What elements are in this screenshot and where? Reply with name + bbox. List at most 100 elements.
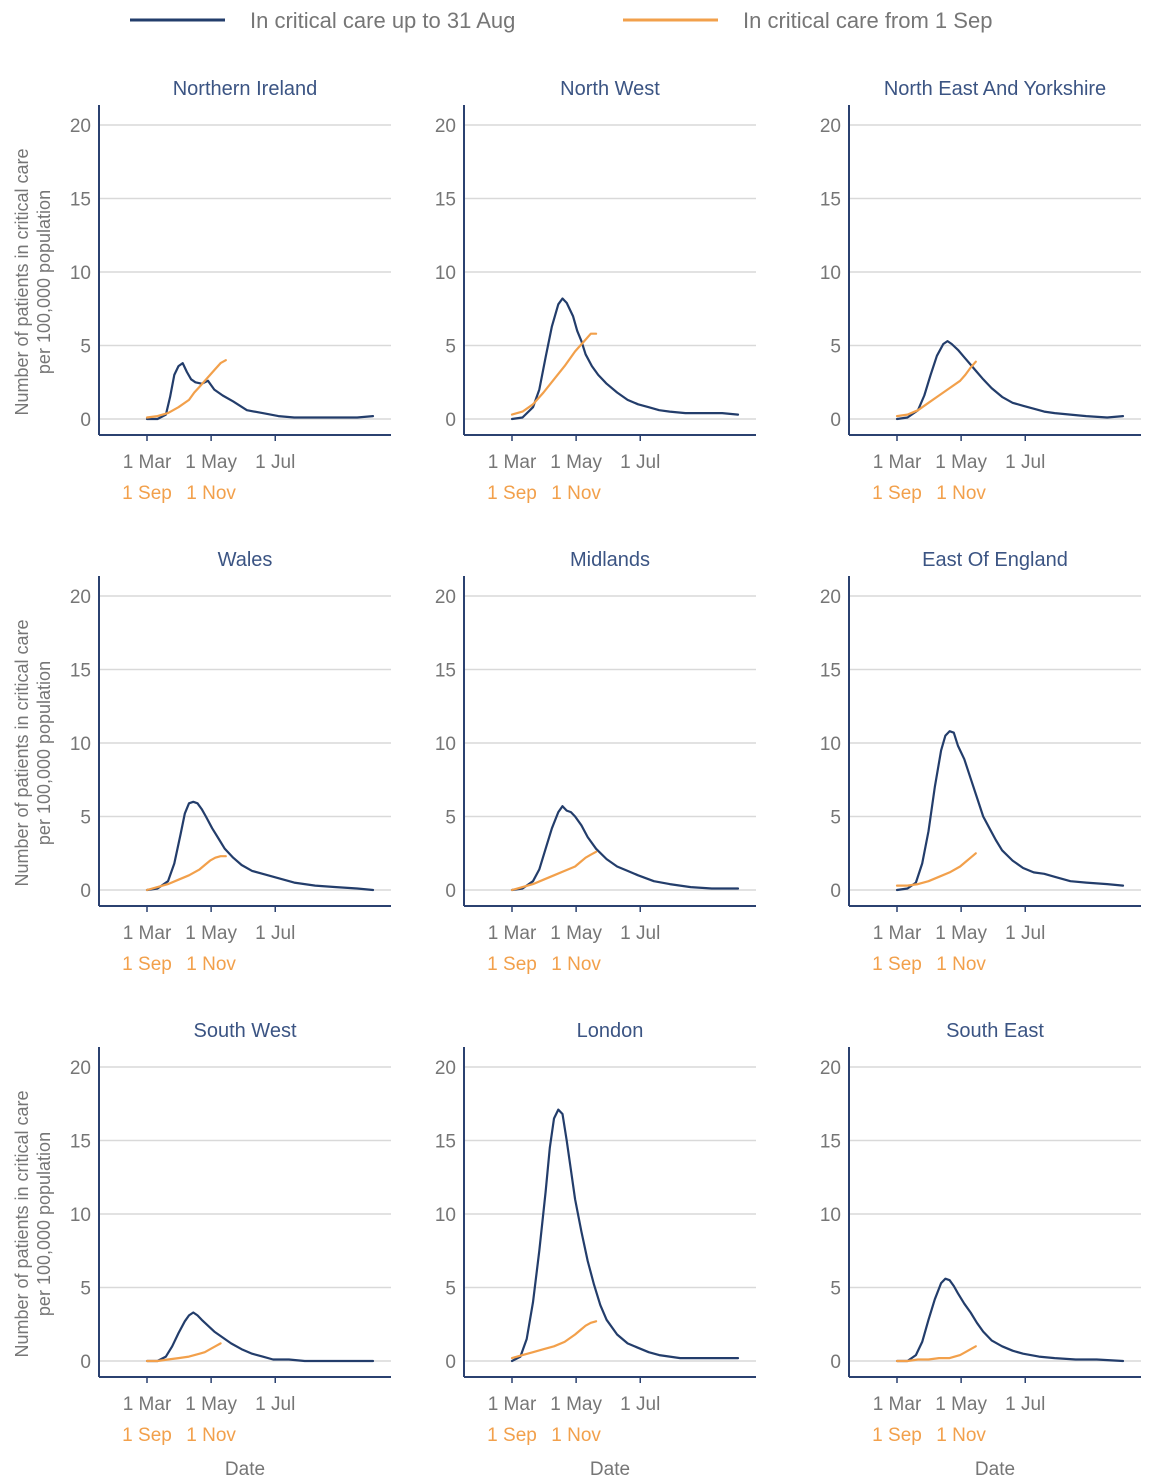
panel-midlands: Midlands 0 5 10 15 20 1 Mar 1 May 1 Jul 1 Sep 1 No…: [435, 549, 756, 975]
series-line-before: [145, 800, 375, 892]
y-tick-label: 0: [830, 1352, 841, 1373]
series-line-before: [510, 805, 740, 892]
small-multiples-grid: Northern Ireland 0 5 10 15 20 1 Mar 1 May 1 Jul 1…: [12, 78, 1141, 1479]
x-tick-label-after: 1 Sep: [122, 1425, 172, 1446]
panel-title: South West: [193, 1020, 296, 1042]
y-tick-label: 0: [445, 881, 456, 902]
x-tick-label-before: 1 Jul: [255, 1394, 295, 1415]
panel-title: Midlands: [570, 549, 650, 571]
y-axis-title-line2: per 100,000 population: [34, 1132, 54, 1316]
x-tick-label-after: 1 Nov: [936, 954, 986, 975]
y-tick-label: 15: [820, 1132, 841, 1153]
y-tick-label: 5: [80, 337, 91, 358]
x-tick-label-before: 1 May: [185, 452, 237, 473]
panel-london: London 0 5 10 15 20 1 Mar 1 May 1 Jul 1 Sep 1 Nov D…: [435, 1020, 756, 1479]
y-tick-label: 20: [435, 587, 456, 608]
y-tick-label: 5: [80, 808, 91, 829]
legend-label-after: In critical care from 1 Sep: [743, 8, 992, 33]
x-tick-label-before: 1 May: [550, 923, 602, 944]
panel-title: North East And Yorkshire: [884, 78, 1106, 100]
series-line-after: [510, 850, 598, 892]
y-tick-label: 5: [445, 808, 456, 829]
series-line-before: [145, 1311, 375, 1363]
x-tick-label-before: 1 Jul: [1005, 1394, 1045, 1415]
panel-title: Wales: [218, 549, 273, 571]
series-line-before: [895, 1277, 1125, 1363]
panel-south-west: South West 0 5 10 15 20 1 Mar 1 May 1 Jul 1 Sep 1 …: [12, 1020, 391, 1479]
series-line-before: [510, 297, 740, 421]
panel-wales: Wales 0 5 10 15 20 1 Mar 1 May 1 Jul 1 Sep 1 Nov Nu…: [12, 549, 391, 975]
x-tick-label-after: 1 Sep: [487, 954, 537, 975]
y-tick-label: 0: [80, 1352, 91, 1373]
x-tick-label-after: 1 Nov: [936, 483, 986, 504]
series-line-before: [510, 1108, 740, 1363]
y-tick-label: 20: [820, 587, 841, 608]
y-tick-label: 15: [70, 661, 91, 682]
y-axis-title-line2: per 100,000 population: [34, 190, 54, 374]
y-tick-label: 20: [820, 1058, 841, 1079]
x-tick-label-before: 1 Mar: [123, 923, 172, 944]
y-tick-label: 10: [435, 734, 456, 755]
y-tick-label: 5: [445, 1279, 456, 1300]
y-tick-label: 20: [70, 1058, 91, 1079]
x-tick-label-after: 1 Sep: [122, 954, 172, 975]
y-tick-label: 15: [435, 661, 456, 682]
y-tick-label: 10: [70, 263, 91, 284]
series-line-after: [145, 1342, 222, 1363]
x-tick-label-after: 1 Nov: [936, 1425, 986, 1446]
panel-title: North West: [560, 78, 660, 100]
x-tick-label-after: 1 Sep: [487, 483, 537, 504]
y-tick-label: 0: [830, 881, 841, 902]
y-tick-label: 20: [435, 1058, 456, 1079]
x-tick-label-before: 1 May: [550, 452, 602, 473]
y-tick-label: 0: [830, 410, 841, 431]
x-tick-label-after: 1 Sep: [487, 1425, 537, 1446]
y-tick-label: 15: [435, 1132, 456, 1153]
y-tick-label: 10: [820, 263, 841, 284]
series-line-after: [510, 1320, 598, 1360]
x-tick-label-before: 1 Mar: [873, 452, 922, 473]
chart-legend: In critical care up to 31 Aug In critica…: [130, 8, 992, 33]
x-tick-label-after: 1 Nov: [186, 954, 236, 975]
x-tick-label-before: 1 Mar: [488, 923, 537, 944]
x-axis-title: Date: [225, 1459, 265, 1479]
x-tick-label-before: 1 Jul: [1005, 452, 1045, 473]
x-tick-label-before: 1 May: [185, 923, 237, 944]
y-tick-label: 5: [830, 337, 841, 358]
x-tick-label-before: 1 May: [935, 923, 987, 944]
x-tick-label-before: 1 May: [550, 1394, 602, 1415]
y-tick-label: 10: [435, 1205, 456, 1226]
x-tick-label-after: 1 Sep: [872, 1425, 922, 1446]
series-line-after: [145, 359, 227, 419]
x-axis-title: Date: [590, 1459, 630, 1479]
panel-title: South East: [946, 1020, 1044, 1042]
y-tick-label: 10: [435, 263, 456, 284]
panel-title: Northern Ireland: [173, 78, 318, 100]
y-tick-label: 15: [820, 190, 841, 211]
panel-north-east-and-yorkshire: North East And Yorkshire 0 5 10 15 20 1 Mar 1 M…: [820, 78, 1141, 504]
x-tick-label-after: 1 Sep: [122, 483, 172, 504]
panel-northern-ireland: Northern Ireland 0 5 10 15 20 1 Mar 1 May 1 Jul 1…: [12, 78, 391, 504]
series-line-before: [895, 340, 1125, 421]
y-tick-label: 20: [820, 116, 841, 137]
y-tick-label: 15: [70, 1132, 91, 1153]
x-tick-label-before: 1 Jul: [255, 452, 295, 473]
y-tick-label: 5: [830, 1279, 841, 1300]
y-tick-label: 20: [435, 116, 456, 137]
series-line-after: [510, 332, 598, 416]
y-axis-title-line1: Number of patients in critical care: [12, 619, 32, 886]
x-tick-label-after: 1 Nov: [186, 483, 236, 504]
y-tick-label: 5: [80, 1279, 91, 1300]
y-tick-label: 5: [445, 337, 456, 358]
x-tick-label-before: 1 Mar: [123, 452, 172, 473]
x-tick-label-before: 1 Mar: [873, 1394, 922, 1415]
y-tick-label: 10: [70, 1205, 91, 1226]
x-tick-label-before: 1 Mar: [488, 1394, 537, 1415]
y-tick-label: 15: [820, 661, 841, 682]
series-line-after: [895, 360, 977, 418]
x-tick-label-before: 1 Jul: [1005, 923, 1045, 944]
series-line-after: [145, 855, 227, 892]
x-tick-label-before: 1 Jul: [620, 1394, 660, 1415]
x-tick-label-after: 1 Nov: [551, 1425, 601, 1446]
